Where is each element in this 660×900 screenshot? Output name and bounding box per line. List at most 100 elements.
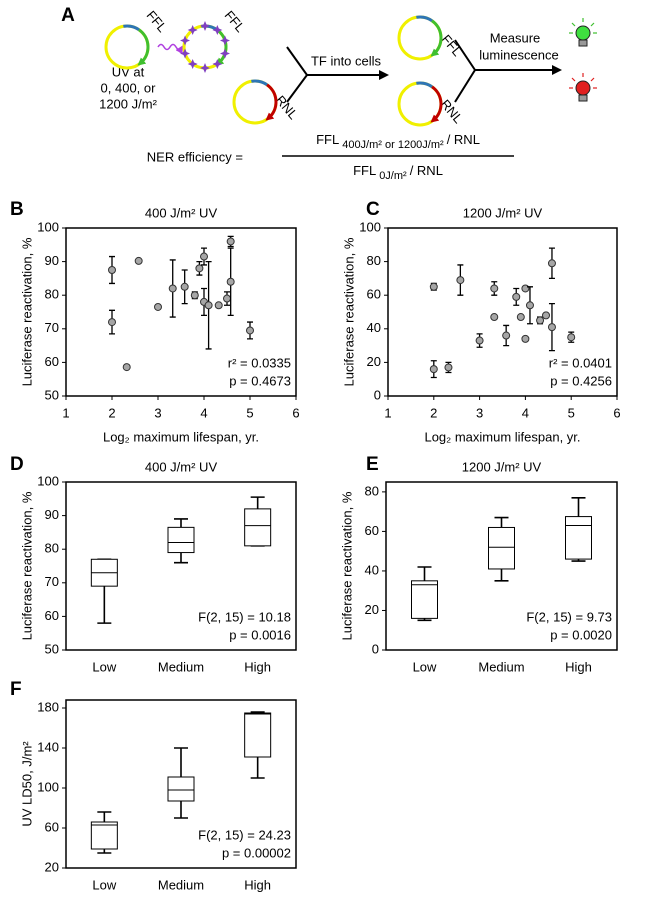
lesion-star bbox=[187, 25, 198, 36]
y-tick-label: 180 bbox=[37, 699, 59, 714]
point bbox=[429, 365, 438, 374]
y-tick-label: 40 bbox=[365, 562, 379, 577]
box bbox=[488, 526, 515, 570]
lesion-star bbox=[219, 48, 230, 59]
panel-label: D bbox=[10, 454, 24, 475]
x-axis-label: Log₂ maximum lifespan, yr. bbox=[424, 429, 580, 444]
y-tick-label: 60 bbox=[365, 523, 379, 538]
whisker-high bbox=[571, 497, 586, 517]
y-tick-label: 70 bbox=[45, 574, 59, 589]
y-tick-label: 50 bbox=[45, 641, 59, 656]
x-tick-label: Low bbox=[92, 659, 116, 674]
point bbox=[190, 291, 199, 300]
x-tick-label: 4 bbox=[522, 405, 529, 420]
point bbox=[490, 313, 499, 322]
whisker-low bbox=[494, 568, 509, 582]
point bbox=[226, 237, 235, 246]
annotation: p = 0.0020 bbox=[550, 627, 612, 642]
point bbox=[180, 282, 189, 291]
y-tick-label: 80 bbox=[45, 287, 59, 302]
lesion-star bbox=[212, 25, 223, 36]
point bbox=[204, 301, 213, 310]
point bbox=[502, 331, 511, 340]
y-tick-label: 0 bbox=[372, 641, 379, 656]
box bbox=[167, 526, 195, 554]
y-tick-label: 20 bbox=[45, 859, 59, 874]
point bbox=[547, 259, 556, 268]
y-axis-label: Luciferase reactivation, % bbox=[339, 491, 354, 640]
point bbox=[246, 326, 254, 335]
point bbox=[154, 302, 162, 311]
plasmid-gene bbox=[265, 83, 278, 121]
y-tick-label: 80 bbox=[45, 541, 59, 556]
x-tick-label: 6 bbox=[292, 405, 299, 420]
plasmid-gene bbox=[137, 28, 150, 66]
y-tick-label: 60 bbox=[45, 608, 59, 623]
x-tick-label: 1 bbox=[62, 405, 69, 420]
point bbox=[547, 323, 556, 332]
chart-title: 1200 J/m² UV bbox=[462, 459, 542, 474]
point bbox=[134, 256, 143, 265]
y-tick-label: 140 bbox=[37, 739, 59, 754]
lesion-star bbox=[187, 58, 198, 69]
y-tick-label: 100 bbox=[37, 219, 59, 234]
x-axis-label: Log₂ maximum lifespan, yr. bbox=[103, 429, 259, 444]
annotation: F(2, 15) = 9.73 bbox=[526, 609, 612, 624]
denominator: FFL 0J/m² / RNL bbox=[353, 163, 443, 181]
chart-title: 400 J/m² UV bbox=[145, 459, 218, 474]
point bbox=[516, 313, 525, 322]
panel-label: A bbox=[61, 5, 75, 26]
formula-part: / RNL bbox=[447, 132, 480, 147]
whisker-low bbox=[174, 801, 188, 819]
annotation: p = 0.4673 bbox=[229, 373, 291, 388]
bulb-green bbox=[569, 18, 597, 47]
panel-label: E bbox=[366, 454, 379, 475]
y-tick-label: 100 bbox=[37, 473, 59, 488]
y-tick-label: 60 bbox=[45, 354, 59, 369]
chart-title: 400 J/m² UV bbox=[145, 205, 218, 220]
plasmid-label: FFL bbox=[144, 8, 170, 35]
y-axis-label: Luciferase reactivation, % bbox=[19, 237, 34, 386]
y-tick-label: 0 bbox=[374, 387, 381, 402]
whisker-low bbox=[174, 552, 188, 564]
whisker-low bbox=[97, 849, 112, 854]
y-tick-label: 40 bbox=[367, 320, 381, 335]
step-label: luminescence bbox=[479, 47, 559, 62]
formula-part: FFL bbox=[353, 163, 376, 178]
y-tick-label: 80 bbox=[367, 253, 381, 268]
y-tick-label: 100 bbox=[37, 779, 59, 794]
plasmid-label: FFL bbox=[439, 32, 465, 59]
bulb-red bbox=[569, 73, 597, 102]
lesion-star bbox=[180, 48, 191, 59]
point bbox=[200, 252, 208, 261]
plasmid-segment bbox=[123, 24, 140, 32]
annotation: r² = 0.0401 bbox=[549, 355, 612, 370]
annotation: r² = 0.0335 bbox=[228, 355, 291, 370]
x-tick-label: High bbox=[244, 659, 271, 674]
step-label: TF into cells bbox=[311, 53, 382, 68]
lesion-star bbox=[200, 63, 210, 73]
y-tick-label: 90 bbox=[45, 507, 59, 522]
x-tick-label: Low bbox=[413, 659, 437, 674]
point bbox=[475, 336, 484, 345]
y-tick-label: 20 bbox=[367, 354, 381, 369]
lesion-star bbox=[219, 35, 230, 46]
formula-lead: NER efficiency = bbox=[147, 149, 243, 164]
y-tick-label: 20 bbox=[365, 602, 379, 617]
plasmid-segment bbox=[416, 81, 433, 89]
plasmid-segment bbox=[416, 15, 433, 23]
chart-title: 1200 J/m² UV bbox=[463, 205, 543, 220]
point bbox=[108, 266, 116, 274]
panel-label: B bbox=[10, 199, 24, 220]
y-axis-label: UV LD50, J/m² bbox=[19, 741, 34, 827]
box bbox=[167, 776, 195, 802]
whisker-high bbox=[174, 747, 188, 777]
whisker-high bbox=[494, 516, 509, 528]
annotation: F(2, 15) = 24.23 bbox=[198, 827, 291, 842]
point bbox=[490, 284, 499, 293]
x-tick-label: Medium bbox=[478, 659, 524, 674]
point bbox=[214, 301, 223, 310]
plot-frame bbox=[385, 481, 618, 651]
x-tick-label: Medium bbox=[158, 659, 204, 674]
lesion-star bbox=[212, 58, 223, 69]
